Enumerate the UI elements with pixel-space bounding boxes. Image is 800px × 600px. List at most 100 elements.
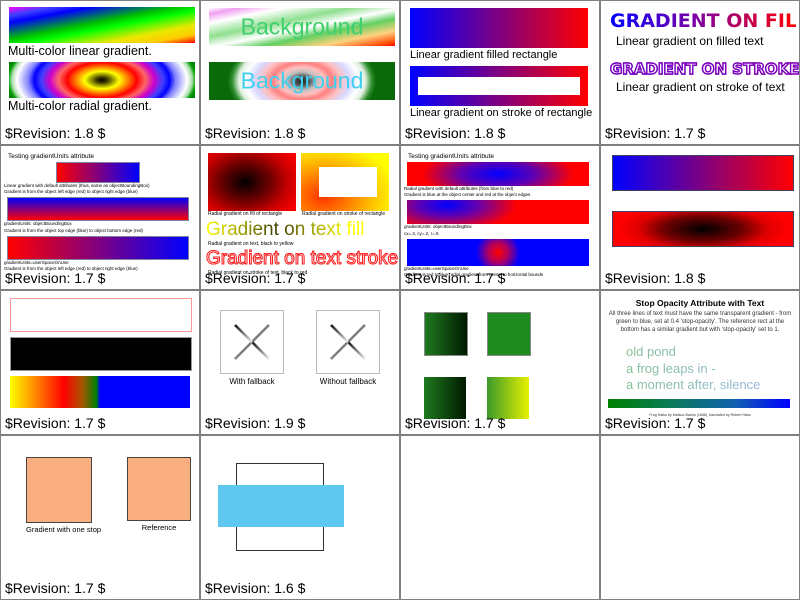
thumbnail-cell-radial-fill-stroke-text[interactable]: Radial gradient on fill of rectangle Rad… <box>200 145 400 290</box>
revision-label: $Revision: 1.7 $ <box>205 270 306 286</box>
revision-label: $Revision: 1.7 $ <box>405 415 506 431</box>
note-obb-direction: Gradient is from the object top edge (bl… <box>4 227 143 233</box>
cell-content: Linear gradient filled rectangle Linear … <box>401 1 599 144</box>
thumbnail-cell-background-gradients[interactable]: Background Background $Revision: 1.8 $ <box>200 0 400 145</box>
thumbnail-cell-stop-opacity[interactable]: Stop Opacity Attribute with Text All thr… <box>600 290 800 435</box>
cell-content: Stop Opacity Attribute with Text All thr… <box>601 291 799 434</box>
caption-text-fill: Radial gradient on text, black to yellow <box>208 240 294 247</box>
haiku-line-2: a frog leaps in - <box>626 361 796 377</box>
label-one-stop: Gradient with one stop <box>26 525 102 534</box>
revision-label: $Revision: 1.8 $ <box>205 125 306 141</box>
yellow-blue-rect-swatch <box>10 376 190 408</box>
radial-swatch-row <box>208 153 396 211</box>
revision-label: $Revision: 1.7 $ <box>605 125 706 141</box>
cell-content: Gradient with one stop Reference <box>1 436 199 599</box>
thumbnail-cell-radial-gradient-units[interactable]: Testing gradientUnits attribute Radial g… <box>400 145 600 290</box>
gradient-fill-subtitle: Linear gradient on filled text <box>616 34 764 48</box>
overlay-text-linear: Background <box>240 13 364 40</box>
cell-content: Testing gradientUnits attribute Radial g… <box>401 146 599 289</box>
thumbnail-cell-green-squares[interactable]: $Revision: 1.7 $ <box>400 290 600 435</box>
note-default-direction: Gradient is from the object left edge (r… <box>4 189 138 195</box>
outlined-rect-swatch <box>10 298 192 332</box>
linear-bar-swatch <box>612 155 794 191</box>
radial-bar-swatch <box>612 211 794 247</box>
revision-label: $Revision: 1.8 $ <box>5 125 106 141</box>
haiku-line-3: a moment after, silence <box>626 377 796 393</box>
thumbnail-cell-stops-rects[interactable]: $Revision: 1.7 $ <box>0 290 200 435</box>
thumbnail-cell-fallback-stars[interactable]: With fallback <box>200 290 400 435</box>
note-radial-userspace-desc: Gradient is red to blue radial gradient … <box>404 271 544 277</box>
star-row: With fallback <box>204 310 396 386</box>
thumbnail-cell-bluered-bars[interactable]: $Revision: 1.8 $ <box>600 145 800 290</box>
thumbnail-cell-overlap-rect[interactable]: $Revision: 1.6 $ <box>200 435 400 600</box>
gradient-userspace-swatch <box>7 235 189 260</box>
revision-label: $Revision: 1.8 $ <box>605 270 706 286</box>
radial-fill-swatch <box>208 153 296 211</box>
caption-linear: Multi-color linear gradient. <box>8 44 152 58</box>
note-userspace-units: gradientUnits=userSpaceOnUse <box>4 259 69 265</box>
gradient-default-swatch <box>56 162 140 183</box>
caption-filled-rect: Linear gradient filled rectangle <box>410 49 558 61</box>
radial-stroke-swatch <box>301 153 389 211</box>
cell-content <box>201 436 399 599</box>
caption-radial-stroke: Radial gradient on stroke of rectangle <box>302 211 386 217</box>
caption-radial: Multi-color radial gradient. <box>8 99 152 113</box>
filled-rectangle-swatch <box>410 8 588 48</box>
caption-stroked-rect: Linear gradient on stroke of rectangle <box>410 107 593 119</box>
gradient-obb-swatch <box>7 197 189 222</box>
revision-label: $Revision: 1.7 $ <box>605 415 706 431</box>
label-reference: Reference <box>141 523 177 532</box>
cell-content: Background Background <box>201 1 399 144</box>
one-stop-sample: Gradient with one stop <box>26 457 101 534</box>
note-obb-units: gradientUnits: objectBoundingBox <box>4 221 72 227</box>
radial-background-swatch: Background <box>209 62 395 100</box>
one-stop-square <box>26 457 92 523</box>
gradient-fill-headline: GRADIENT ON FILL <box>610 10 800 32</box>
revision-label: $Revision: 1.7 $ <box>5 415 106 431</box>
note-userspace-direction: Gradient is from the object left edge (r… <box>4 265 138 271</box>
note-radial-userspace: gradientUnits=userSpaceOnUse <box>404 265 469 271</box>
haiku-line-1: old pond <box>626 344 796 360</box>
revision-label: $Revision: 1.7 $ <box>405 270 506 286</box>
cell-content: GRADIENT ON FILL Linear gradient on fill… <box>601 1 799 144</box>
note-radial-default-desc: Gradient is blue at the object center an… <box>404 192 531 198</box>
green-square-grid <box>424 312 596 419</box>
star-with-fallback: With fallback <box>220 310 284 386</box>
haiku-credit: Frog Haiku by Matsuo Basho (1686), trans… <box>649 413 751 418</box>
asterisk-icon <box>323 317 373 367</box>
cell-content: Radial gradient on fill of rectangle Rad… <box>201 146 399 289</box>
radial-obb-swatch <box>407 200 589 225</box>
overlap-diagram <box>206 451 396 561</box>
revision-label: $Revision: 1.6 $ <box>205 580 306 596</box>
thumbnail-cell-one-stop-gradient[interactable]: Gradient with one stop Reference $Revisi… <box>0 435 200 600</box>
revision-label: $Revision: 1.7 $ <box>5 580 106 596</box>
cell-content <box>401 291 599 434</box>
stop-opacity-title: Stop Opacity Attribute with Text <box>635 298 765 308</box>
star-without-fallback: Without fallback <box>316 310 380 386</box>
reference-sample: Reference <box>127 457 192 534</box>
note-radial-coords: cx=.2, cy=.2, r=.5 <box>404 230 439 236</box>
note-radial-default: Radial gradient with default attributes … <box>404 186 514 191</box>
cell-content: Testing gradientUnits attribute Linear g… <box>1 146 199 289</box>
label-without-fallback: Without fallback <box>319 377 377 386</box>
peach-square-row: Gradient with one stop Reference <box>26 457 196 534</box>
label-with-fallback: With fallback <box>229 377 275 386</box>
haiku-block: old pond a frog leaps in - a moment afte… <box>626 344 796 393</box>
thumbnail-cell-linear-gradient-units[interactable]: Testing gradientUnits attribute Linear g… <box>0 145 200 290</box>
cell-content: Multi-color linear gradient. Multi-color… <box>1 1 199 144</box>
thumbnail-cell-gradient-text[interactable]: GRADIENT ON FILL Linear gradient on fill… <box>600 0 800 145</box>
thumbnail-cell-multicolor-gradients[interactable]: Multi-color linear gradient. Multi-color… <box>0 0 200 145</box>
revision-label: $Revision: 1.8 $ <box>405 125 506 141</box>
green-square-top-right <box>487 312 531 356</box>
stop-opacity-description: All three lines of text must have the sa… <box>608 311 792 334</box>
linear-background-swatch: Background <box>209 8 395 46</box>
radial-default-swatch <box>407 162 589 186</box>
asterisk-icon <box>227 317 277 367</box>
cell-content <box>601 146 799 289</box>
thumbnail-cell-linear-fill-stroke[interactable]: Linear gradient filled rectangle Linear … <box>400 0 600 145</box>
radial-text-fill: Gradient on text fill <box>206 219 396 241</box>
black-rect-swatch <box>10 337 192 371</box>
caption-radial-fill: Radial gradient on fill of rectangle <box>208 211 283 217</box>
thumbnail-cell-empty-1 <box>400 435 600 600</box>
